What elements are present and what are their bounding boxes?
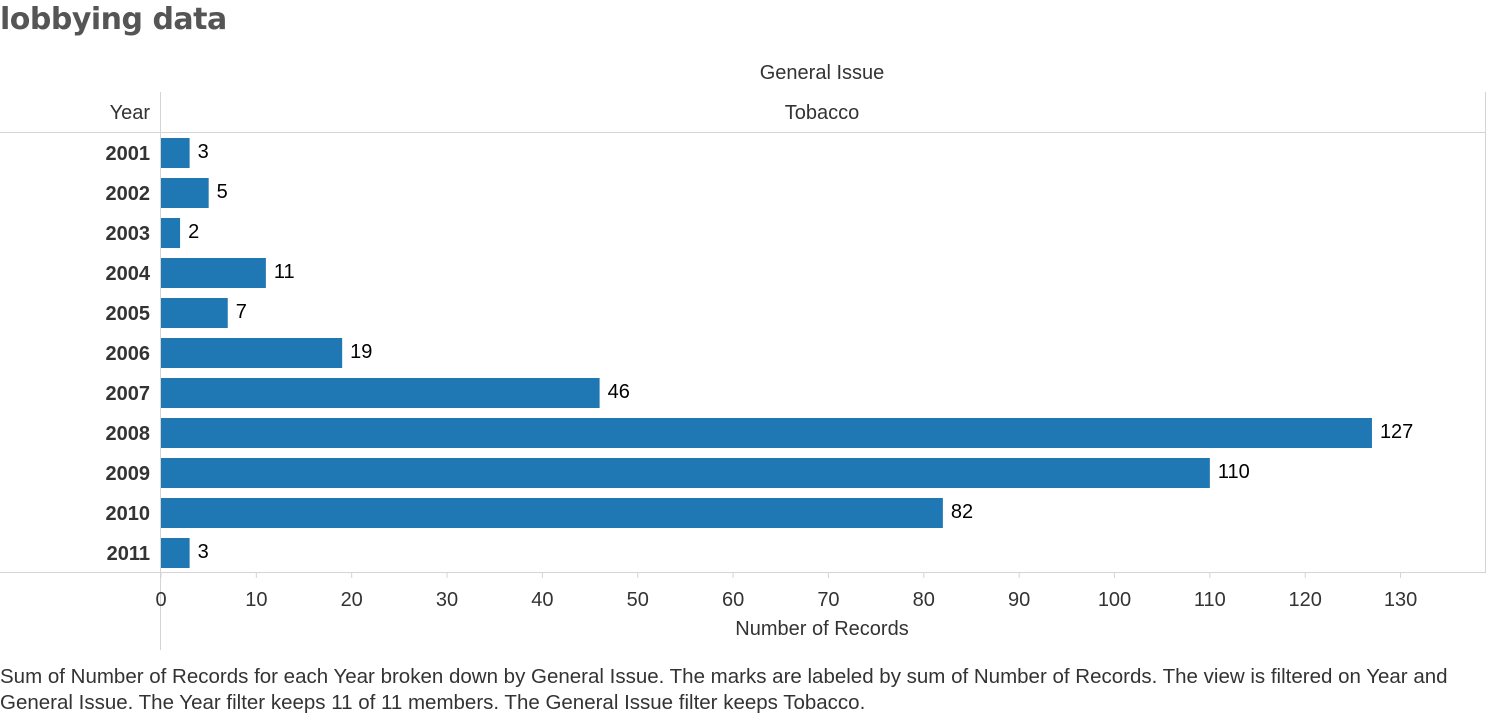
data-label: 19 — [350, 341, 372, 363]
bar — [161, 498, 943, 528]
bar-chart: General Issue Tobacco Year 2001200220032… — [0, 62, 1486, 650]
x-tick-label: 0 — [155, 589, 166, 611]
bar — [161, 218, 181, 248]
row-label: 2004 — [106, 263, 151, 285]
x-tick-label: 20 — [341, 589, 363, 611]
data-label: 11 — [274, 261, 295, 283]
x-tick-label: 80 — [913, 589, 935, 611]
row-label: 2010 — [106, 503, 151, 525]
bar — [161, 178, 209, 208]
row-label: 2003 — [106, 223, 151, 245]
row-label: 2009 — [106, 463, 151, 485]
bar — [161, 418, 1372, 448]
bar — [161, 298, 228, 328]
data-label: 2 — [188, 221, 199, 243]
row-label: 2002 — [106, 183, 151, 205]
row-label: 2006 — [106, 343, 151, 365]
column-header-title: General Issue — [760, 62, 885, 84]
x-tick-label: 120 — [1289, 589, 1322, 611]
data-label: 82 — [951, 501, 973, 523]
data-label: 3 — [198, 141, 209, 163]
x-tick-label: 60 — [722, 589, 744, 611]
x-axis-label: Number of Records — [735, 618, 908, 640]
data-label: 3 — [198, 541, 209, 563]
bar — [161, 538, 190, 568]
row-label: 2008 — [106, 423, 151, 445]
x-axis: 0 10 20 30 40 50 60 70 80 90 100 110 120 130 — [155, 572, 1417, 611]
x-tick-label: 130 — [1384, 589, 1417, 611]
bar — [161, 258, 266, 288]
x-tick-label: 90 — [1008, 589, 1030, 611]
chart-title: lobbying data — [0, 2, 227, 37]
bar — [161, 338, 343, 368]
x-tick-label: 10 — [245, 589, 267, 611]
data-label: 127 — [1380, 421, 1413, 443]
bars — [161, 138, 1372, 568]
data-label: 7 — [236, 301, 247, 323]
bar — [161, 378, 600, 408]
x-tick-label: 110 — [1194, 589, 1226, 611]
x-tick-label: 50 — [627, 589, 649, 611]
x-tick-label: 30 — [436, 589, 458, 611]
row-header-label: Year — [110, 102, 151, 124]
x-tick-label: 100 — [1098, 589, 1131, 611]
chart-caption: Sum of Number of Records for each Year b… — [0, 665, 1448, 714]
data-label: 110 — [1218, 461, 1250, 483]
row-label: 2005 — [106, 303, 151, 325]
data-label: 5 — [217, 181, 228, 203]
row-label: 2001 — [106, 143, 151, 165]
chart-frame — [0, 92, 1486, 650]
row-label: 2011 — [107, 543, 150, 565]
row-label: 2007 — [106, 383, 151, 405]
bar — [161, 138, 190, 168]
x-tick-label: 70 — [817, 589, 839, 611]
data-label: 46 — [608, 381, 630, 403]
column-header-value: Tobacco — [785, 102, 860, 124]
x-tick-label: 40 — [531, 589, 553, 611]
row-labels: 2001 2002 2003 2004 2005 2006 2007 2008 2009 2010… — [106, 143, 151, 565]
bar — [161, 458, 1210, 488]
